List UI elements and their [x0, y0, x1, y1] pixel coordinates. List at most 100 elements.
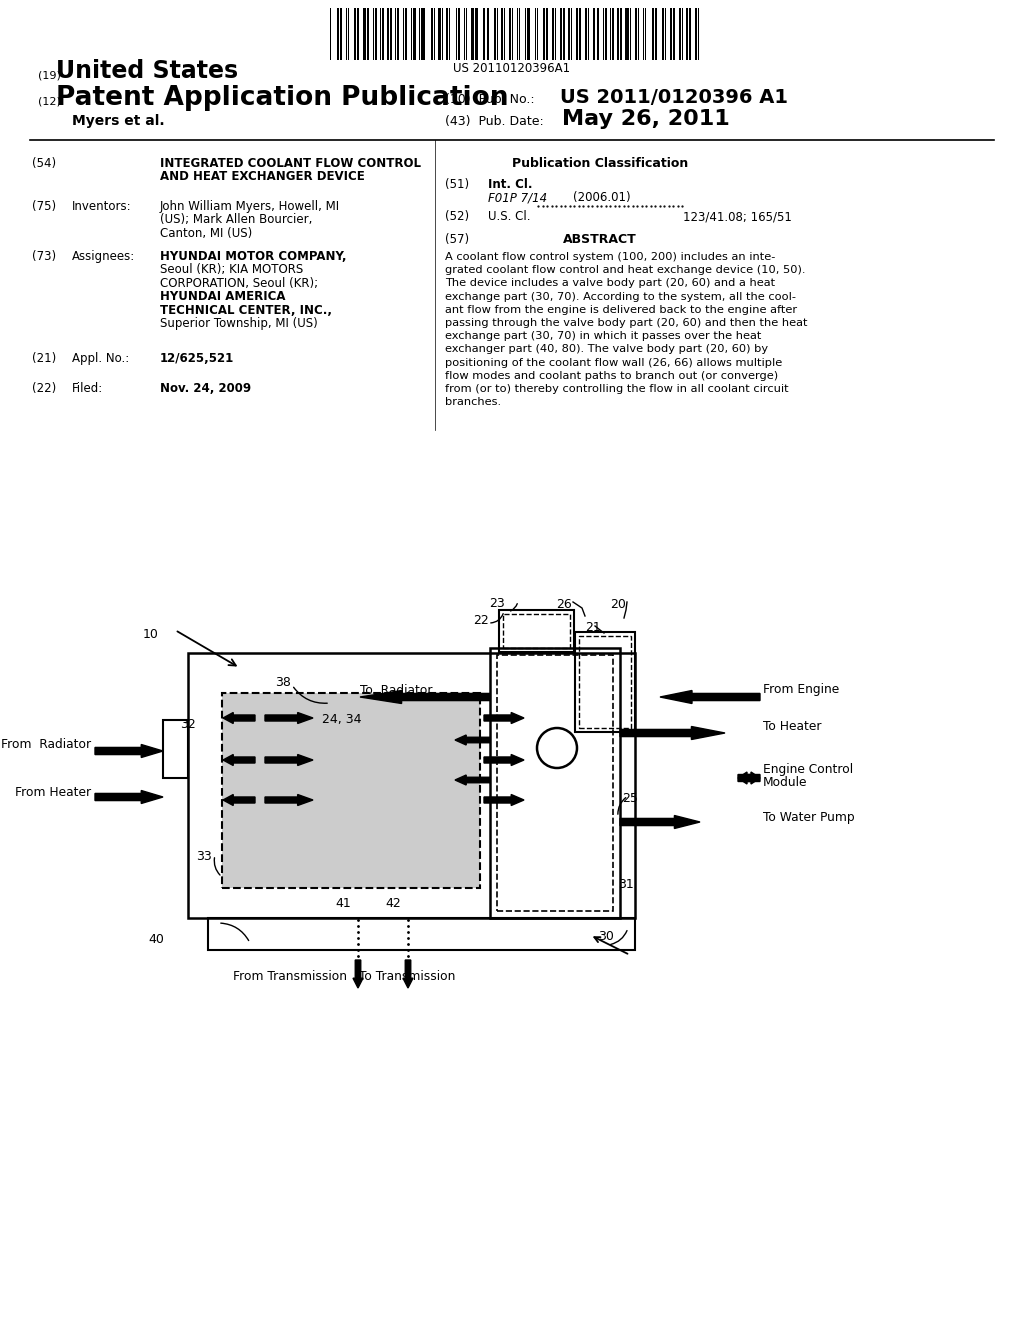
Bar [524, 8, 526, 59]
Bar [357, 8, 359, 59]
Text: To  Radiator: To Radiator [360, 684, 432, 697]
Bar [397, 8, 398, 59]
Text: May 26, 2011: May 26, 2011 [562, 110, 730, 129]
Bar [689, 8, 691, 59]
Bar [422, 8, 425, 59]
Text: exchanger part (40, 80). The valve body part (20, 60) by: exchanger part (40, 80). The valve body … [445, 345, 768, 354]
Bar [512, 8, 513, 59]
Bar [575, 632, 635, 733]
Bar [495, 8, 496, 59]
Bar [502, 8, 503, 59]
Bar [665, 8, 667, 59]
Bar [368, 8, 370, 59]
Bar [486, 8, 488, 59]
Bar [642, 8, 644, 59]
Bar [605, 8, 606, 59]
Bar [504, 8, 505, 59]
Bar [375, 8, 377, 59]
FancyArrow shape [738, 772, 760, 784]
Bar [438, 8, 440, 59]
Bar [603, 8, 604, 59]
Bar [673, 8, 675, 59]
Bar [188, 653, 635, 917]
FancyArrow shape [95, 791, 163, 804]
Text: (52): (52) [445, 210, 469, 223]
Text: (10)  Pub. No.:: (10) Pub. No.: [445, 92, 535, 106]
Bar [362, 8, 367, 59]
Bar [697, 8, 699, 59]
Text: Appl. No.:: Appl. No.: [72, 352, 129, 366]
Text: From Engine: From Engine [763, 684, 840, 697]
Text: Myers et al.: Myers et al. [72, 114, 165, 128]
Bar [380, 8, 381, 59]
FancyArrow shape [620, 726, 725, 739]
Text: Filed:: Filed: [72, 381, 103, 395]
Text: passing through the valve body part (20, 60) and then the heat: passing through the valve body part (20,… [445, 318, 808, 327]
Text: Engine Control: Engine Control [763, 763, 853, 776]
Text: Patent Application Publication: Patent Application Publication [56, 84, 509, 111]
Bar [373, 8, 374, 59]
Text: 40: 40 [148, 933, 164, 946]
Text: Superior Township, MI (US): Superior Township, MI (US) [160, 318, 317, 330]
Bar [568, 8, 569, 59]
Bar [353, 8, 356, 59]
Text: 31: 31 [618, 878, 634, 891]
Bar [695, 8, 696, 59]
Text: CORPORATION, Seoul (KR);: CORPORATION, Seoul (KR); [160, 277, 318, 290]
Bar [630, 8, 631, 59]
FancyArrow shape [265, 795, 313, 805]
Bar [403, 8, 404, 59]
Text: (12): (12) [38, 96, 60, 107]
Bar [671, 8, 672, 59]
Bar [330, 8, 332, 59]
FancyArrow shape [738, 772, 760, 784]
Text: (54): (54) [32, 157, 56, 170]
Bar [464, 8, 465, 59]
Bar [458, 8, 461, 59]
Text: 24, 34: 24, 34 [322, 713, 361, 726]
Text: branches.: branches. [445, 397, 501, 407]
Bar [346, 8, 347, 59]
FancyArrow shape [353, 960, 362, 987]
Text: US 2011/0120396 A1: US 2011/0120396 A1 [560, 88, 788, 107]
Bar [395, 8, 396, 59]
Bar [527, 8, 530, 59]
Text: exchange part (30, 70). According to the system, all the cool-: exchange part (30, 70). According to the… [445, 292, 796, 301]
FancyArrow shape [223, 755, 255, 766]
Bar [638, 8, 639, 59]
Text: From Transmission: From Transmission [233, 970, 347, 983]
Text: exchange part (30, 70) in which it passes over the heat: exchange part (30, 70) in which it passe… [445, 331, 762, 341]
Text: John William Myers, Howell, MI: John William Myers, Howell, MI [160, 201, 340, 213]
Text: 21: 21 [585, 620, 601, 634]
Text: 12/625,521: 12/625,521 [160, 352, 234, 366]
Text: To Heater: To Heater [763, 721, 821, 734]
Bar [509, 8, 511, 59]
Bar [575, 8, 578, 59]
FancyArrow shape [95, 744, 163, 758]
Text: Nov. 24, 2009: Nov. 24, 2009 [160, 381, 251, 395]
Bar [655, 8, 657, 59]
Bar [563, 8, 565, 59]
Bar [519, 8, 520, 59]
Bar [516, 8, 518, 59]
Bar [441, 8, 443, 59]
Bar [414, 8, 416, 59]
Bar [208, 917, 635, 950]
Text: (51): (51) [445, 178, 469, 191]
Bar [645, 8, 646, 59]
Bar [434, 8, 435, 59]
Text: (43)  Pub. Date:: (43) Pub. Date: [445, 115, 544, 128]
Text: From Heater: From Heater [15, 787, 91, 800]
FancyArrow shape [265, 713, 313, 723]
Text: To Transmission: To Transmission [358, 970, 456, 983]
Bar [586, 8, 587, 59]
Bar [626, 8, 629, 59]
Text: Publication Classification: Publication Classification [512, 157, 688, 170]
Bar [163, 719, 188, 777]
Text: (57): (57) [445, 234, 469, 246]
Bar [537, 8, 539, 59]
Text: 26: 26 [556, 598, 571, 611]
Bar [456, 8, 457, 59]
Bar [497, 8, 498, 59]
Text: from (or to) thereby controlling the flow in all coolant circuit: from (or to) thereby controlling the flo… [445, 384, 788, 393]
